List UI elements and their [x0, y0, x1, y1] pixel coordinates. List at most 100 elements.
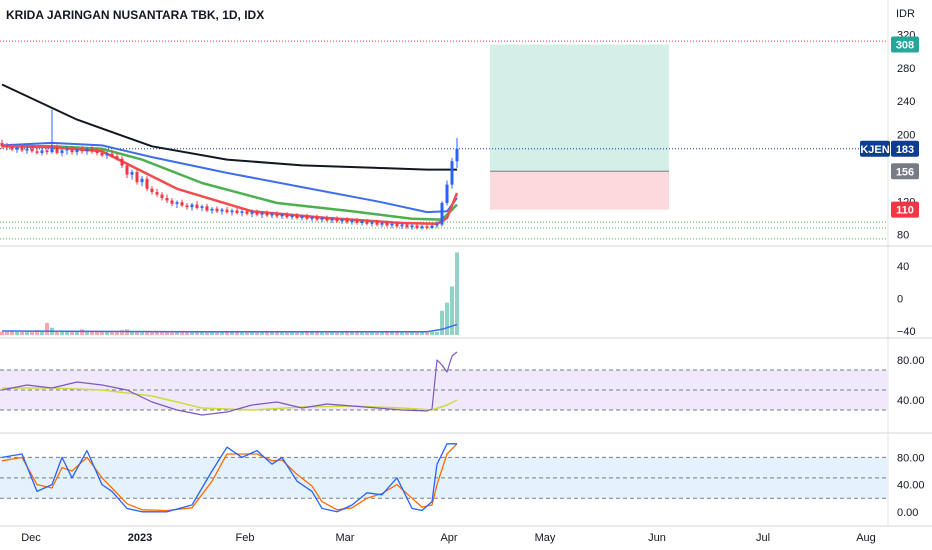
candle: [320, 217, 324, 220]
sma200-line: [1, 83, 457, 171]
volume-bar: [435, 331, 439, 335]
volume-bar: [210, 331, 214, 335]
volume-bar: [100, 330, 104, 335]
candle: [445, 184, 449, 203]
volume-bar: [85, 331, 89, 335]
candle: [60, 150, 64, 153]
volume-bar: [450, 286, 454, 335]
stoch-tick-label: 40.00: [897, 480, 925, 492]
candle: [410, 225, 414, 228]
volume-bar: [40, 331, 44, 335]
candle: [425, 226, 429, 228]
volume-bar: [285, 331, 289, 335]
candle: [385, 222, 389, 226]
volume-bar: [260, 331, 264, 335]
volume-bar: [300, 331, 304, 335]
volume-bar: [220, 331, 224, 335]
volume-bar: [405, 331, 409, 335]
volume-bar: [420, 331, 424, 335]
chart-title: KRIDA JARINGAN NUSANTARA TBK, 1D, IDX: [6, 8, 265, 22]
candle: [345, 219, 349, 223]
rsi-tick-label: 80.00: [897, 355, 925, 367]
volume-bar: [235, 331, 239, 335]
volume-bar: [410, 331, 414, 335]
candle: [50, 147, 54, 153]
candle: [315, 217, 319, 220]
rsi-tick-label: 40.00: [897, 395, 925, 407]
stoch-tick-label: 0.00: [897, 507, 918, 519]
volume-bar: [65, 330, 69, 335]
candle: [10, 147, 14, 150]
candle: [365, 221, 369, 224]
volume-tick-label: −40: [897, 326, 916, 338]
volume-bar: [380, 331, 384, 335]
candle: [300, 216, 304, 218]
volume-bar: [25, 330, 29, 335]
candle: [175, 202, 179, 204]
volume-bar: [20, 331, 24, 335]
candle: [440, 202, 444, 225]
candle: [35, 151, 39, 153]
last-price-badge-text: 183: [896, 144, 914, 156]
candle: [285, 214, 289, 218]
candle: [420, 226, 424, 228]
volume-bar: [45, 322, 49, 335]
volume-bar: [0, 331, 4, 335]
candle: [25, 148, 29, 151]
candle: [405, 224, 409, 228]
candle: [430, 225, 434, 228]
time-tick-label: Feb: [236, 532, 255, 544]
candle: [45, 150, 49, 153]
candle: [190, 204, 194, 208]
volume-bar: [395, 331, 399, 335]
candle: [40, 150, 44, 153]
volume-bar: [425, 331, 429, 335]
candle: [235, 210, 239, 213]
candle: [265, 212, 269, 216]
volume-bar: [305, 331, 309, 335]
symbol-badge-text: KJEN: [860, 144, 889, 156]
volume-bar: [280, 331, 284, 335]
volume-bar: [205, 331, 209, 335]
candle: [220, 209, 224, 212]
volume-bar: [315, 331, 319, 335]
volume-bar: [340, 331, 344, 335]
ema20-line: [1, 145, 459, 226]
volume-bar: [240, 331, 244, 335]
candle: [165, 197, 169, 201]
volume-bar: [355, 331, 359, 335]
currency-label: IDR: [896, 8, 915, 20]
candle: [245, 211, 249, 214]
candle: [390, 223, 394, 226]
candle: [225, 209, 229, 213]
volume-bar: [80, 329, 84, 335]
volume-bar: [385, 331, 389, 335]
volume-bar: [35, 330, 39, 335]
time-tick-label: Jun: [648, 532, 666, 544]
candle: [395, 223, 399, 227]
candle: [140, 178, 144, 183]
candle: [80, 149, 84, 152]
volume-bar: [130, 331, 134, 335]
stoch-k-line: [1, 443, 457, 513]
last-price-badge: [891, 140, 919, 157]
volume-bar: [155, 331, 159, 335]
volume-bar: [400, 331, 404, 335]
candle: [210, 208, 214, 211]
volume-bar: [180, 330, 184, 335]
candle: [170, 200, 174, 204]
candle: [260, 212, 264, 215]
candle: [30, 148, 34, 152]
volume-bar: [145, 330, 149, 335]
volume-bar: [365, 331, 369, 335]
entry-price-badge: [891, 163, 919, 180]
candle: [230, 210, 234, 213]
volume-bar: [245, 331, 249, 335]
candle: [115, 156, 119, 159]
time-tick-label: May: [535, 532, 556, 544]
volume-bar: [175, 331, 179, 335]
time-tick-label: Jul: [756, 532, 770, 544]
candle: [370, 222, 374, 224]
volume-bar: [445, 302, 449, 335]
